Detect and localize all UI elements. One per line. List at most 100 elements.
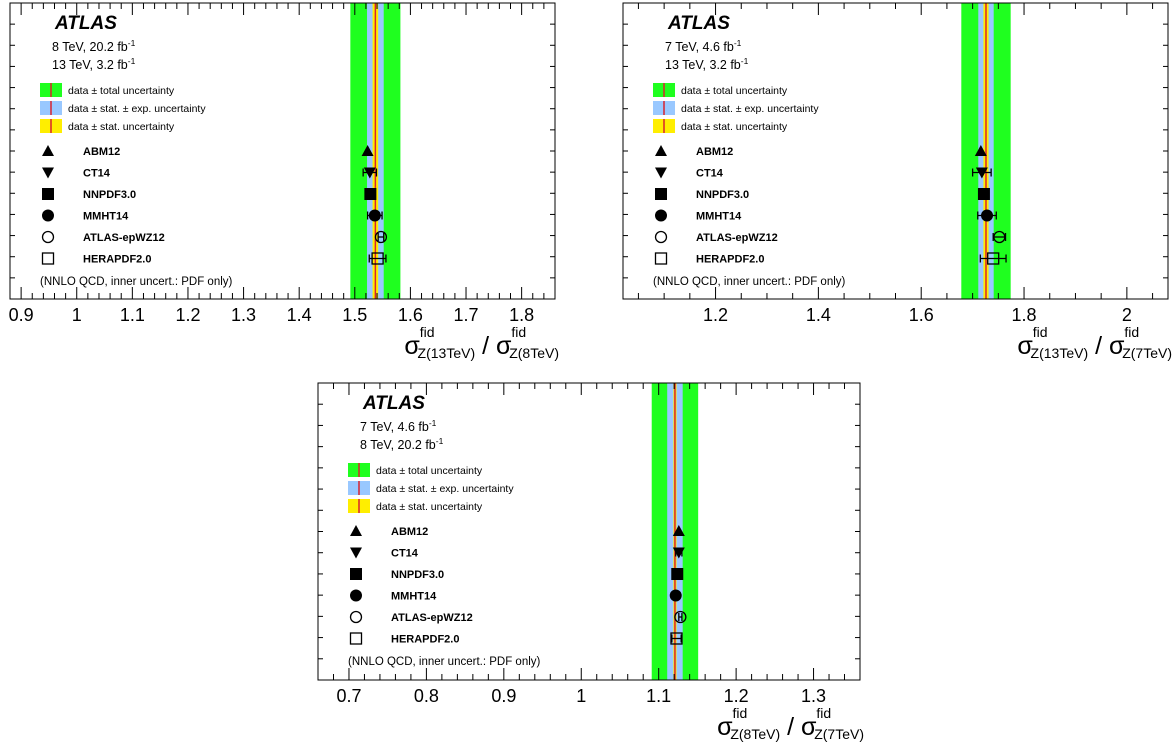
prediction-point — [993, 230, 1006, 244]
luminosity-info: 13 TeV, 3.2 fb-1 — [665, 56, 749, 72]
x-tick-label: 0.8 — [414, 686, 439, 706]
prediction-label: ATLAS-epWZ12 — [391, 612, 473, 624]
x-tick-label: 1.8 — [509, 305, 534, 325]
luminosity-info: 8 TeV, 20.2 fb-1 — [52, 38, 136, 54]
prediction-point — [361, 145, 374, 156]
prediction-label: NNPDF3.0 — [83, 189, 136, 201]
x-tick-label: 1.8 — [1012, 305, 1037, 325]
prediction-point — [975, 167, 988, 179]
x-tick-label: 2 — [1122, 305, 1132, 325]
luminosity-info: 7 TeV, 4.6 fb-1 — [360, 418, 437, 434]
prediction-point — [368, 209, 381, 222]
atlas-label: ATLAS — [667, 13, 730, 34]
legend-label: data ± stat. ± exp. uncertainty — [376, 483, 514, 495]
legend-label: data ± stat. ± exp. uncertainty — [68, 103, 206, 115]
triangle-up-legend-marker — [42, 145, 54, 156]
prediction-label: MMHT14 — [83, 211, 129, 223]
prediction-point — [981, 209, 994, 222]
legend-label: data ± stat. uncertainty — [376, 501, 483, 513]
chart-panel-1: 0.9 1 1.1 1.2 1.3 1.4 1.5 1.6 1.7 1.8 ATLAS 8 TeV, … — [9, 2, 559, 361]
prediction-point — [371, 252, 384, 265]
x-axis-label: σfid Z(13TeV) / σfid Z(7TeV) — [1017, 324, 1172, 361]
x-tick-label: 1.3 — [231, 305, 256, 325]
x-tick-label: 1.4 — [287, 305, 312, 325]
circle-legend-marker — [655, 209, 667, 222]
circle-open-legend-marker — [349, 610, 363, 624]
x-tick-label: 1.2 — [703, 305, 728, 325]
triangle-down-legend-marker — [350, 547, 362, 559]
x-tick-label: 1.7 — [454, 305, 479, 325]
circle-open-legend-marker — [41, 230, 55, 244]
prediction-point — [670, 632, 683, 645]
triangle-up-legend-marker — [350, 525, 362, 536]
prediction-label: MMHT14 — [696, 211, 742, 223]
prediction-point — [977, 188, 990, 200]
square-legend-marker — [42, 188, 54, 200]
atlas-label: ATLAS — [362, 393, 425, 414]
legend-label: data ± total uncertainty — [681, 85, 788, 97]
triangle-up-legend-marker — [655, 145, 667, 156]
x-tick-label: 1.4 — [806, 305, 831, 325]
legend-label: data ± stat. ± exp. uncertainty — [681, 103, 819, 115]
prediction-point — [671, 568, 684, 580]
legend-label: data ± stat. uncertainty — [681, 121, 788, 133]
x-tick-label: 1.5 — [342, 305, 367, 325]
square-open-legend-marker — [349, 632, 363, 645]
x-tick-label: 1 — [576, 686, 586, 706]
prediction-point — [987, 252, 1000, 265]
prediction-point — [374, 230, 388, 244]
x-axis-label: σfid Z(8TeV) / σfid Z(7TeV) — [717, 705, 864, 742]
square-legend-marker — [655, 188, 667, 200]
square-legend-marker — [350, 568, 362, 580]
prediction-point — [364, 188, 377, 200]
luminosity-info: 8 TeV, 20.2 fb-1 — [360, 436, 444, 452]
prediction-point — [672, 547, 685, 559]
prediction-point — [974, 145, 987, 156]
luminosity-info: 7 TeV, 4.6 fb-1 — [665, 38, 742, 54]
x-tick-label: 1.6 — [398, 305, 423, 325]
legend-label: data ± total uncertainty — [68, 85, 175, 97]
prediction-label: ABM12 — [83, 146, 120, 158]
atlas-label: ATLAS — [54, 13, 117, 34]
circle-open-legend-marker — [654, 230, 668, 244]
circle-legend-marker — [350, 589, 362, 602]
prediction-label: HERAPDF2.0 — [696, 254, 764, 266]
prediction-label: CT14 — [83, 168, 111, 180]
prediction-label: ABM12 — [696, 146, 733, 158]
x-tick-label: 1.1 — [120, 305, 145, 325]
chart-panel-3: 0.7 0.8 0.9 1 1.1 1.2 1.3 ATLAS 7 TeV, 4.6 fb-1 8… — [317, 382, 864, 742]
x-tick-label: 0.9 — [491, 686, 516, 706]
prediction-point — [674, 610, 687, 624]
prediction-label: NNPDF3.0 — [696, 189, 749, 201]
x-axis-label: σfid Z(13TeV) / σfid Z(8TeV) — [404, 324, 559, 361]
x-tick-label: 1.2 — [175, 305, 200, 325]
luminosity-info: 13 TeV, 3.2 fb-1 — [52, 56, 136, 72]
prediction-label: CT14 — [696, 168, 724, 180]
prediction-point — [669, 589, 682, 602]
prediction-label: ATLAS-epWZ12 — [83, 232, 165, 244]
prediction-label: ABM12 — [391, 526, 428, 538]
x-tick-label: 1.2 — [724, 686, 749, 706]
circle-legend-marker — [42, 209, 54, 222]
prediction-label: MMHT14 — [391, 591, 437, 603]
triangle-down-legend-marker — [655, 167, 667, 179]
prediction-label: HERAPDF2.0 — [391, 634, 459, 646]
x-tick-label: 1.6 — [909, 305, 934, 325]
prediction-label: ATLAS-epWZ12 — [696, 232, 778, 244]
x-tick-label: 1.1 — [646, 686, 671, 706]
x-tick-label: 0.9 — [9, 305, 34, 325]
triangle-down-legend-marker — [42, 167, 54, 179]
prediction-label: HERAPDF2.0 — [83, 254, 151, 266]
legend-label: data ± total uncertainty — [376, 465, 483, 477]
prediction-point — [672, 525, 685, 536]
square-open-legend-marker — [654, 252, 668, 265]
x-tick-label: 1 — [72, 305, 82, 325]
prediction-label: NNPDF3.0 — [391, 569, 444, 581]
legend-label: data ± stat. uncertainty — [68, 121, 175, 133]
nnlo-note: (NNLO QCD, inner uncert.: PDF only) — [40, 276, 233, 288]
nnlo-note: (NNLO QCD, inner uncert.: PDF only) — [348, 656, 541, 668]
prediction-label: CT14 — [391, 548, 419, 560]
square-open-legend-marker — [41, 252, 55, 265]
x-tick-label: 1.3 — [801, 686, 826, 706]
